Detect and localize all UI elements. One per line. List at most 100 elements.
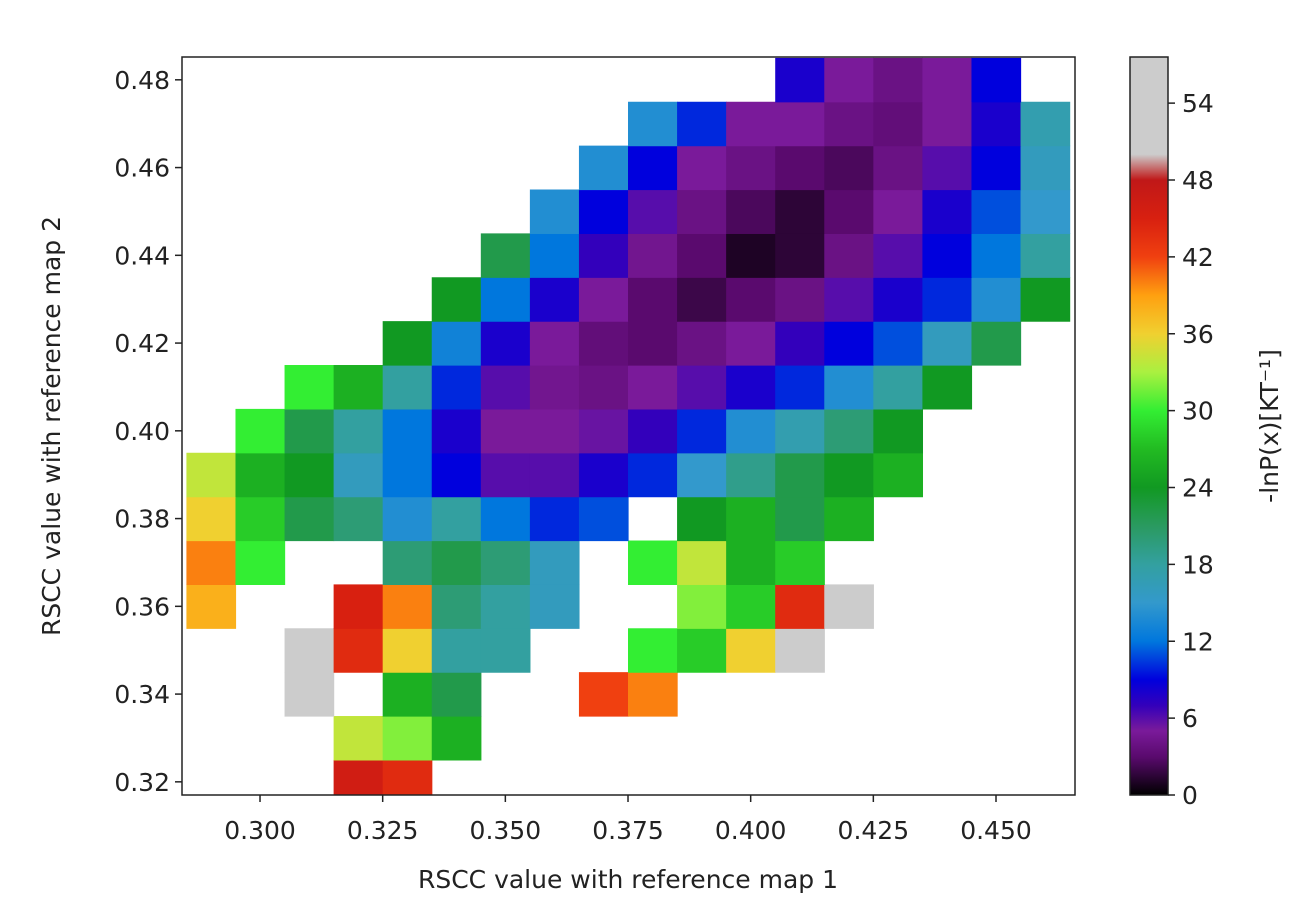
contour-cell: [480, 408, 531, 454]
contour-cell: [726, 496, 776, 542]
contour-cell: [529, 540, 580, 585]
contour-cell: [677, 628, 727, 673]
x-tick-label: 0.375: [592, 816, 664, 845]
contour-cell: [824, 145, 874, 191]
contour-cell: [333, 496, 384, 542]
contour-cell: [628, 408, 678, 454]
contour-cell: [824, 233, 874, 278]
contour-cell: [529, 321, 580, 366]
colorbar-tick-label: 48: [1182, 166, 1214, 195]
colorbar-tick-label: 36: [1182, 320, 1214, 349]
contour-cell: [382, 496, 433, 542]
contour-cell: [186, 584, 237, 629]
contour-cell: [431, 496, 482, 542]
contour-cell: [578, 321, 629, 366]
contour-cell: [873, 365, 924, 410]
contour-cell: [480, 365, 531, 410]
contour-field: [186, 57, 1071, 795]
contour-cell: [480, 452, 531, 498]
contour-cell: [431, 321, 482, 366]
contour-cell: [726, 233, 776, 278]
y-tick-label: 0.42: [114, 329, 170, 358]
contour-cell: [824, 496, 874, 542]
contour-cell: [873, 408, 924, 454]
contour-cell: [628, 672, 678, 717]
contour-cell: [235, 540, 286, 585]
contour-cell: [677, 189, 727, 234]
contour-cell: [775, 233, 825, 278]
contour-cell: [382, 408, 433, 454]
colorbar-label: -lnP(x)[KT⁻¹]: [1255, 349, 1284, 503]
contour-cell: [726, 540, 776, 585]
contour-cell: [1020, 277, 1071, 322]
contour-cell: [382, 452, 433, 498]
contour-cell: [775, 321, 825, 366]
contour-cell: [284, 452, 335, 498]
contour-cell: [578, 145, 629, 191]
contour-cell: [235, 408, 286, 454]
contour-cell: [677, 584, 727, 629]
contour-cell: [971, 145, 1022, 191]
colorbar: [1129, 56, 1169, 796]
contour-cell: [578, 365, 629, 410]
contour-cell: [480, 584, 531, 629]
contour-cell: [333, 628, 384, 673]
contour-cell: [480, 628, 531, 673]
contour-cell: [775, 145, 825, 191]
contour-cell: [284, 496, 335, 542]
y-tick-label: 0.32: [114, 768, 170, 797]
contour-cell: [628, 277, 678, 322]
contour-cell: [578, 452, 629, 498]
contour-cell: [824, 189, 874, 234]
contour-cell: [824, 408, 874, 454]
contour-cell: [628, 101, 678, 147]
contour-cell: [480, 277, 531, 322]
x-tick-label: 0.400: [715, 816, 787, 845]
contour-cell: [382, 716, 433, 761]
contour-cell: [922, 57, 973, 103]
colorbar-tick-label: 12: [1182, 627, 1214, 656]
contour-cell: [775, 57, 825, 103]
contour-cell: [529, 584, 580, 629]
contour-cell: [284, 628, 335, 673]
contour-cell: [628, 628, 678, 673]
contour-cell: [726, 145, 776, 191]
contour-cell: [775, 584, 825, 629]
contour-cell: [628, 365, 678, 410]
y-tick-label: 0.46: [114, 154, 170, 183]
contour-cell: [529, 365, 580, 410]
contour-cell: [382, 365, 433, 410]
contour-cell: [726, 365, 776, 410]
contour-cell: [186, 452, 237, 498]
y-axis-label: RSCC value with reference map 2: [37, 216, 66, 636]
contour-cell: [775, 277, 825, 322]
contour-cell: [677, 145, 727, 191]
contour-cell: [628, 540, 678, 585]
contour-cell: [824, 57, 874, 103]
contour-cell: [431, 584, 482, 629]
contour-cell: [578, 496, 629, 542]
contour-cell: [382, 672, 433, 717]
contour-cell: [235, 452, 286, 498]
x-tick-label: 0.350: [470, 816, 542, 845]
contour-cell: [431, 408, 482, 454]
contour-cell: [382, 628, 433, 673]
contour-cell: [775, 540, 825, 585]
contour-cell: [726, 101, 776, 147]
contour-cell: [382, 321, 433, 366]
contour-cell: [529, 233, 580, 278]
contour-cell: [628, 321, 678, 366]
contour-cell: [284, 365, 335, 410]
contour-cell: [873, 233, 924, 278]
contour-cell: [726, 189, 776, 234]
contour-cell: [922, 233, 973, 278]
contour-cell: [824, 277, 874, 322]
contour-cell: [824, 584, 874, 629]
contour-cell: [1020, 101, 1071, 147]
contour-cell: [186, 496, 237, 542]
contour-cell: [333, 452, 384, 498]
y-tick-label: 0.40: [114, 417, 170, 446]
contour-cell: [1020, 233, 1071, 278]
contour-cell: [480, 233, 531, 278]
contour-cell: [529, 408, 580, 454]
